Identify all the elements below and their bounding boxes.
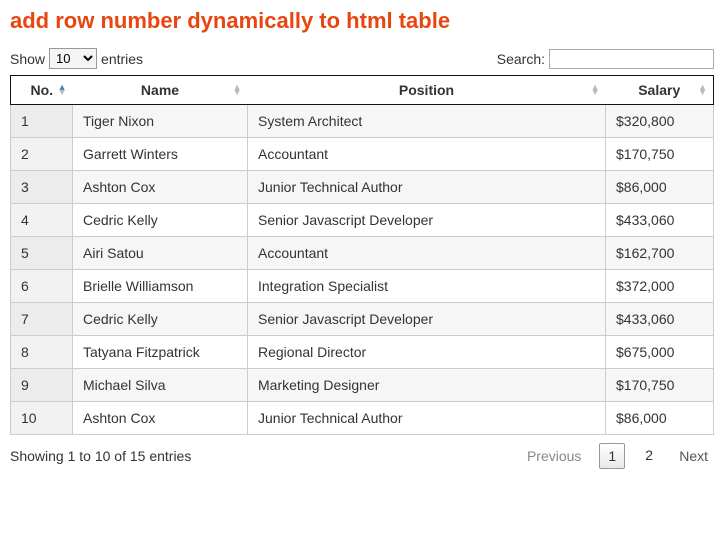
cell-salary: $372,000 (606, 270, 714, 303)
pagination: Previous 12 Next (521, 443, 714, 469)
cell-no: 8 (11, 336, 73, 369)
cell-salary: $170,750 (606, 138, 714, 171)
cell-no: 5 (11, 237, 73, 270)
table-row: 6Brielle WilliamsonIntegration Specialis… (11, 270, 714, 303)
column-header-label: No. (30, 82, 53, 98)
cell-position: Marketing Designer (248, 369, 606, 402)
cell-salary: $433,060 (606, 204, 714, 237)
paginate-page[interactable]: 1 (599, 443, 625, 469)
column-header-no[interactable]: No. ▲▼ (11, 76, 73, 105)
show-suffix: entries (101, 51, 143, 67)
column-header-label: Name (141, 82, 179, 98)
table-row: 7Cedric KellySenior Javascript Developer… (11, 303, 714, 336)
cell-name: Cedric Kelly (73, 303, 248, 336)
cell-no: 2 (11, 138, 73, 171)
table-row: 2Garrett WintersAccountant$170,750 (11, 138, 714, 171)
table-info: Showing 1 to 10 of 15 entries (10, 448, 191, 464)
cell-no: 9 (11, 369, 73, 402)
table-footer: Showing 1 to 10 of 15 entries Previous 1… (10, 443, 714, 469)
cell-no: 4 (11, 204, 73, 237)
cell-name: Tiger Nixon (73, 105, 248, 138)
cell-name: Tatyana Fitzpatrick (73, 336, 248, 369)
paginate-page[interactable]: 2 (637, 443, 661, 469)
sort-icon: ▲▼ (698, 85, 707, 95)
table-controls: Show 102550100 entries Search: (10, 48, 714, 69)
cell-no: 7 (11, 303, 73, 336)
page-length-select[interactable]: 102550100 (49, 48, 97, 69)
sort-icon: ▲▼ (233, 85, 242, 95)
table-row: 8Tatyana FitzpatrickRegional Director$67… (11, 336, 714, 369)
search-input[interactable] (549, 49, 714, 69)
cell-position: Junior Technical Author (248, 171, 606, 204)
cell-salary: $86,000 (606, 402, 714, 435)
page-title: add row number dynamically to html table (10, 8, 714, 34)
cell-name: Garrett Winters (73, 138, 248, 171)
cell-salary: $320,800 (606, 105, 714, 138)
table-row: 10Ashton CoxJunior Technical Author$86,0… (11, 402, 714, 435)
table-row: 1Tiger NixonSystem Architect$320,800 (11, 105, 714, 138)
paginate-next[interactable]: Next (673, 444, 714, 468)
cell-name: Ashton Cox (73, 171, 248, 204)
column-header-salary[interactable]: Salary ▲▼ (606, 76, 714, 105)
cell-salary: $162,700 (606, 237, 714, 270)
table-row: 5Airi SatouAccountant$162,700 (11, 237, 714, 270)
data-table: No. ▲▼ Name ▲▼ Position ▲▼ Salary ▲▼ 1Ti… (10, 75, 714, 435)
cell-salary: $433,060 (606, 303, 714, 336)
cell-position: System Architect (248, 105, 606, 138)
sort-icon: ▲▼ (58, 85, 67, 95)
column-header-label: Salary (638, 82, 680, 98)
cell-position: Integration Specialist (248, 270, 606, 303)
cell-name: Cedric Kelly (73, 204, 248, 237)
column-header-position[interactable]: Position ▲▼ (248, 76, 606, 105)
cell-salary: $675,000 (606, 336, 714, 369)
cell-no: 6 (11, 270, 73, 303)
cell-salary: $86,000 (606, 171, 714, 204)
paginate-previous[interactable]: Previous (521, 444, 587, 468)
cell-position: Accountant (248, 237, 606, 270)
cell-name: Airi Satou (73, 237, 248, 270)
column-header-name[interactable]: Name ▲▼ (73, 76, 248, 105)
sort-icon: ▲▼ (591, 85, 600, 95)
cell-position: Senior Javascript Developer (248, 303, 606, 336)
cell-name: Michael Silva (73, 369, 248, 402)
cell-name: Brielle Williamson (73, 270, 248, 303)
cell-position: Regional Director (248, 336, 606, 369)
cell-no: 3 (11, 171, 73, 204)
cell-position: Junior Technical Author (248, 402, 606, 435)
column-header-label: Position (399, 82, 454, 98)
cell-no: 10 (11, 402, 73, 435)
cell-no: 1 (11, 105, 73, 138)
show-prefix: Show (10, 51, 45, 67)
table-row: 9Michael SilvaMarketing Designer$170,750 (11, 369, 714, 402)
table-row: 4Cedric KellySenior Javascript Developer… (11, 204, 714, 237)
cell-name: Ashton Cox (73, 402, 248, 435)
table-row: 3Ashton CoxJunior Technical Author$86,00… (11, 171, 714, 204)
search-control: Search: (497, 49, 714, 69)
search-label-text: Search: (497, 51, 545, 67)
cell-position: Senior Javascript Developer (248, 204, 606, 237)
cell-salary: $170,750 (606, 369, 714, 402)
page-length-control: Show 102550100 entries (10, 48, 143, 69)
cell-position: Accountant (248, 138, 606, 171)
table-header-row: No. ▲▼ Name ▲▼ Position ▲▼ Salary ▲▼ (11, 76, 714, 105)
